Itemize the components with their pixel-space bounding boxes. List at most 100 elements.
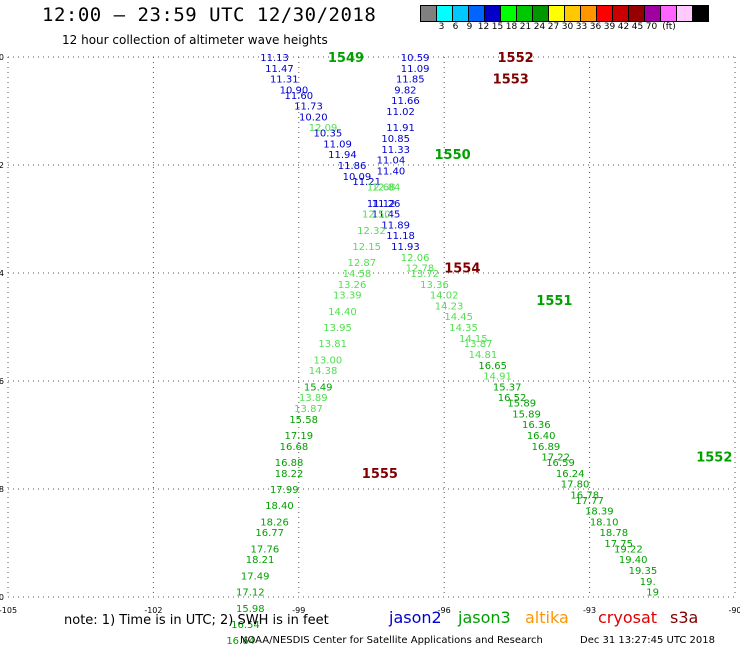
wave-height-value: 11.93: [391, 242, 420, 253]
wave-height-value: 18.78: [600, 528, 629, 539]
wave-height-value: 16.54: [231, 620, 260, 631]
wave-height-value: 13.72: [410, 269, 439, 280]
wave-height-value: 16.40: [527, 431, 556, 442]
wave-height-value: 11.12: [367, 199, 396, 210]
wave-height-value: 19: [646, 588, 659, 599]
wave-height-value: 13.89: [299, 393, 328, 404]
wave-height-value: 17.12: [236, 588, 265, 599]
color-scale-label: 3: [438, 22, 445, 32]
wave-height-value: 19.35: [629, 566, 658, 577]
pass-label: 1553: [493, 73, 529, 88]
wave-height-value: 18.21: [246, 555, 275, 566]
color-scale-legend: [420, 5, 709, 22]
wave-height-value: 11.02: [386, 107, 415, 118]
wave-height-value: 11.40: [377, 166, 406, 177]
wave-height-value: 15.58: [289, 415, 318, 426]
wave-height-value: 14.91: [483, 372, 512, 383]
wave-height-value: 10.35: [314, 129, 343, 140]
wave-height-value: 14.40: [328, 307, 357, 318]
satellite-key-altika: altika: [525, 608, 569, 627]
color-scale-label: 45: [631, 22, 644, 32]
wave-height-value: 17.22: [541, 453, 570, 464]
wave-height-value: 15.98: [236, 604, 265, 615]
wave-height-value: 11.31: [270, 75, 299, 86]
wave-height-value: 14.15: [459, 334, 488, 345]
wave-height-value: 11.21: [352, 177, 381, 188]
wave-height-value: 14.58: [343, 269, 372, 280]
chart-subtitle: 12 hour collection of altimeter wave hei…: [62, 33, 328, 47]
wave-height-value: 11.18: [386, 231, 415, 242]
color-scale-label: 39: [603, 22, 616, 32]
wave-height-value: 15.49: [304, 382, 333, 393]
color-scale-label: (ft): [662, 22, 676, 32]
color-scale-label: 33: [575, 22, 588, 32]
color-scale-label: 15: [491, 22, 504, 32]
wave-height-value: 18.22: [275, 469, 304, 480]
wave-height-value: 16.78: [570, 490, 599, 501]
wave-height-value: 11.09: [401, 64, 430, 75]
wave-height-value: 16.59: [546, 458, 575, 469]
wave-height-value: 11.04: [377, 156, 406, 167]
wave-height-value: 18.40: [265, 501, 294, 512]
x-tick-label: -99: [292, 606, 305, 615]
wave-height-value: 18.10: [590, 517, 619, 528]
pass-label: 1549: [328, 51, 364, 66]
x-tick-label: -93: [583, 606, 596, 615]
wave-height-value: 14.45: [444, 312, 473, 323]
wave-height-value: 16.68: [280, 442, 309, 453]
wave-height-value: 11.26: [372, 199, 401, 210]
wave-height-value: 13.36: [420, 280, 449, 291]
color-scale-label: 42: [617, 22, 630, 32]
wave-height-value: 12.06: [401, 253, 430, 264]
wave-height-value: 15.89: [512, 409, 541, 420]
wave-height-value: 13.81: [318, 339, 347, 350]
y-tick-label: -44: [0, 269, 4, 278]
wave-height-value: 15.37: [493, 382, 522, 393]
wave-height-value: 16.77: [255, 528, 284, 539]
wave-height-value: 17.19: [284, 431, 313, 442]
wave-height-value: 11.91: [386, 123, 415, 134]
wave-height-value: 10.20: [299, 112, 328, 123]
wave-height-value: 13.87: [464, 339, 493, 350]
pass-label: 1552: [498, 51, 534, 66]
wave-height-value: 11.73: [294, 102, 323, 113]
color-scale-label: 9: [466, 22, 473, 32]
wave-height-value: 11.94: [328, 150, 357, 161]
color-scale-label: 36: [589, 22, 602, 32]
wave-height-value: 11.89: [381, 220, 410, 231]
wave-height-value: 19.22: [614, 544, 643, 555]
pass-label: 1550: [435, 148, 471, 163]
wave-height-value: 17.80: [561, 480, 590, 491]
y-tick-label: -48: [0, 485, 4, 494]
pass-label: 1555: [362, 467, 398, 482]
x-tick-label: -96: [438, 606, 451, 615]
wave-height-value: 12.87: [347, 258, 376, 269]
color-scale-labels: 3 6 9 12 15 18 21 24 27 30 33 36 39 42 45 70 (ft): [421, 22, 680, 32]
x-tick-label: -102: [144, 606, 162, 615]
wave-height-value: 17.76: [251, 544, 280, 555]
wave-height-value: 12.78: [406, 264, 435, 275]
wave-height-value: 19.40: [619, 555, 648, 566]
color-scale-label: 18: [505, 22, 518, 32]
color-scale-label: 24: [533, 22, 546, 32]
wave-height-value: 18.39: [585, 507, 614, 518]
wave-height-value: 11.66: [391, 96, 420, 107]
footer-timestamp: Dec 31 13:27:45 UTC 2018: [580, 635, 715, 646]
wave-height-value: 17.49: [241, 571, 270, 582]
y-tick-label: -46: [0, 377, 4, 386]
wave-height-value: 16.88: [275, 458, 304, 469]
wave-height-value: 14.02: [430, 291, 459, 302]
wave-height-value: 14.35: [449, 323, 478, 334]
wave-height-value: 17.75: [604, 539, 633, 550]
pass-label: 1552: [696, 451, 732, 466]
satellite-key-s3a: s3a: [670, 608, 699, 627]
wave-height-value: 12.50: [362, 210, 391, 221]
wave-height-value: 15.89: [507, 399, 536, 410]
x-tick-label: -90: [728, 606, 740, 615]
color-swatch: [692, 5, 709, 22]
wave-height-value: 10.90: [280, 85, 309, 96]
y-tick-label: -42: [0, 161, 4, 170]
wave-height-value: 14.81: [469, 350, 498, 361]
satellite-key-jason3: jason3: [458, 608, 511, 627]
